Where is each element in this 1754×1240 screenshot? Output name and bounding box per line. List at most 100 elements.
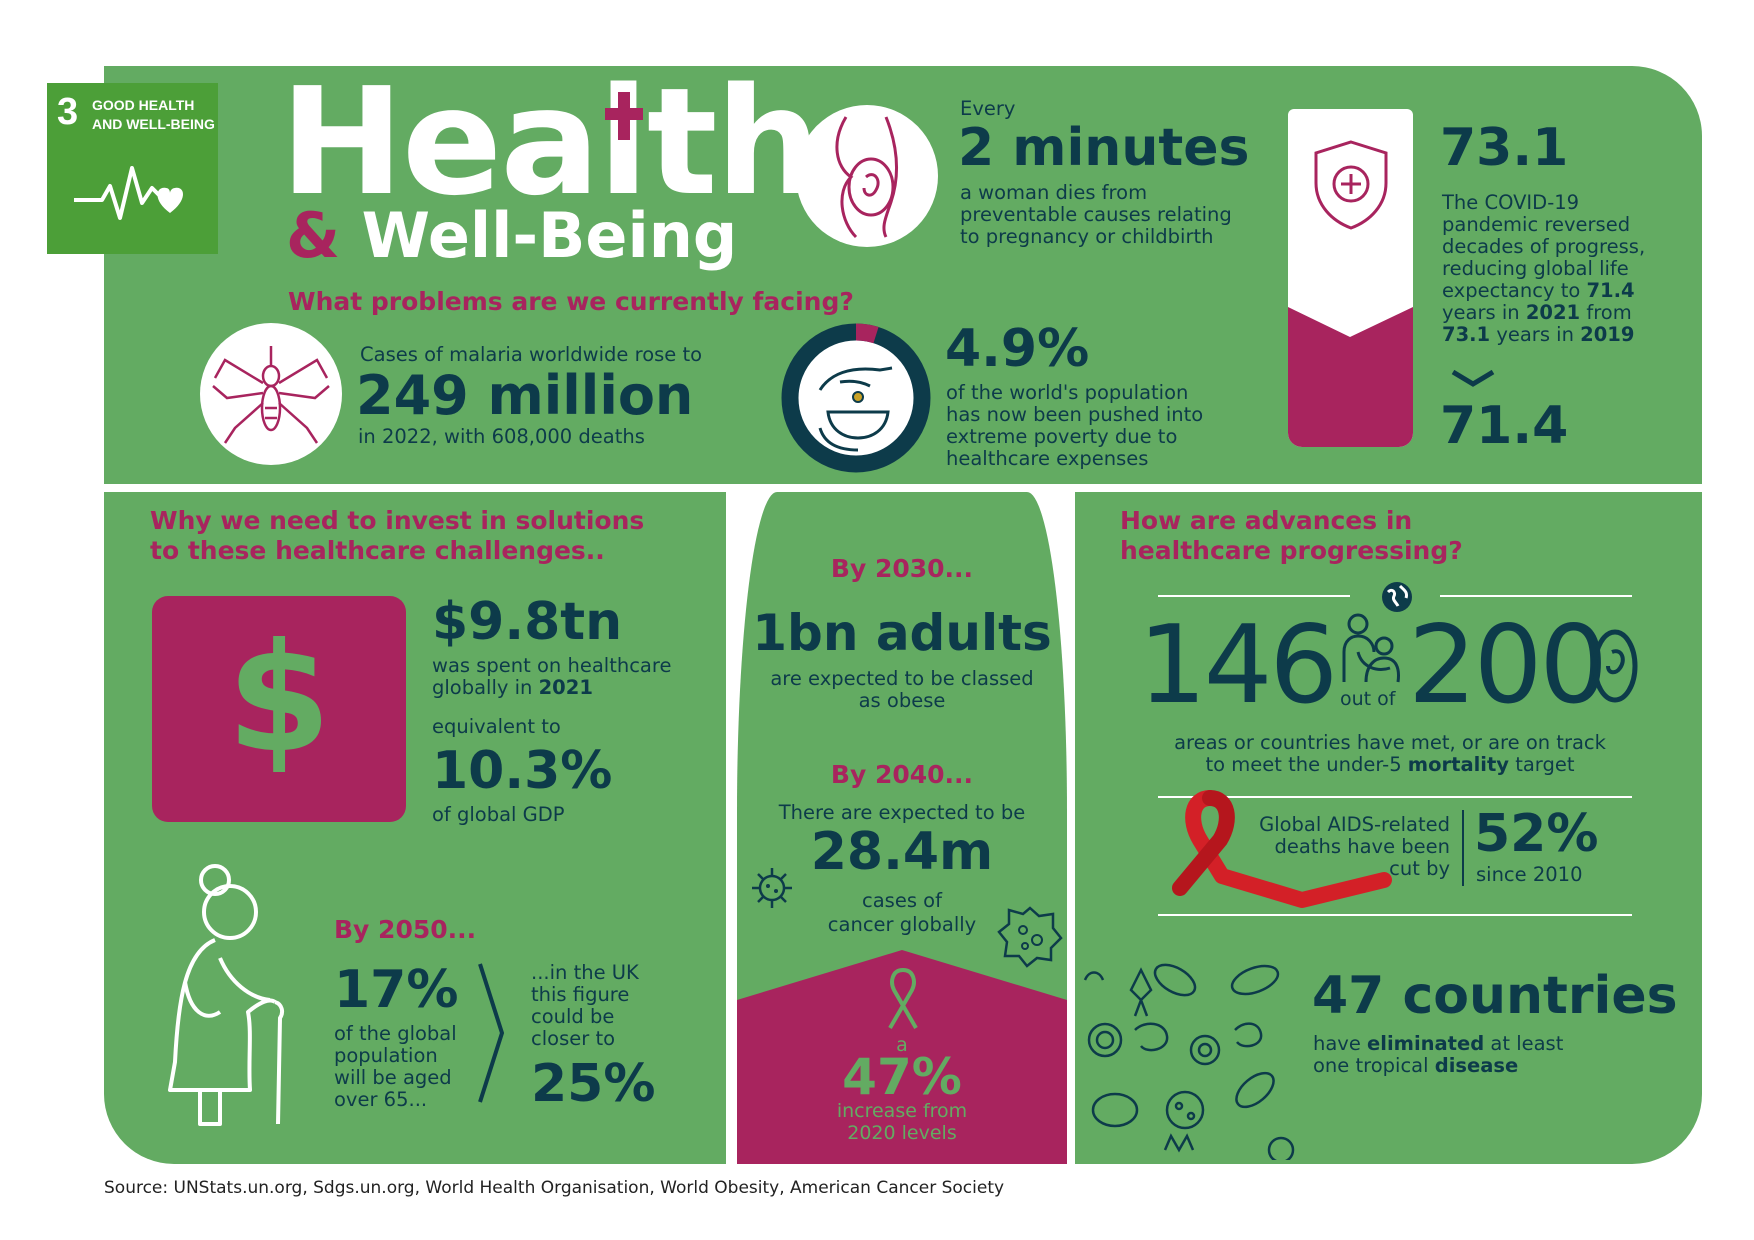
aging-line3: will be aged [334, 1066, 452, 1089]
increase-a: a [896, 1034, 908, 1056]
poverty-line4: healthcare expenses [946, 447, 1149, 470]
sdg-label-line2: AND WELL-BEING [92, 116, 215, 132]
gdp-of: of global GDP [432, 803, 565, 826]
bacteria-icon [1083, 963, 1295, 1160]
increase-line1: increase from [836, 1100, 968, 1122]
pregnancy-value: 2 minutes [958, 118, 1250, 178]
spent-equivalent: equivalent to [432, 715, 561, 738]
title-health: Health [280, 56, 821, 228]
aids-percent: 52% [1474, 804, 1599, 864]
pregnancy-line1: a woman dies from [960, 181, 1148, 204]
virus-icon-small [752, 868, 792, 908]
poverty-line1: of the world's population [946, 381, 1189, 404]
poverty-value: 4.9% [945, 319, 1090, 379]
pregnancy-line3: to pregnancy or childbirth [960, 225, 1214, 248]
cancer-line2: cancer globally [827, 913, 977, 936]
chevron-down-icon [1451, 369, 1495, 387]
life-text-1: The COVID-19 [1442, 191, 1580, 214]
life-text-2: pandemic reversed [1442, 213, 1631, 236]
life-text-5: expectancy to 71.4 [1442, 279, 1635, 302]
life-text-6: years in 2021 from [1442, 301, 1632, 324]
mortality-n2: 200 [1408, 603, 1608, 728]
countries-line2: one tropical disease [1313, 1054, 1519, 1077]
poverty-share-arc [855, 323, 879, 344]
mother-child-icon [1342, 613, 1400, 683]
malaria-line2: in 2022, with 608,000 deaths [358, 425, 645, 448]
life-expectancy-bar [1288, 109, 1413, 447]
aids-line2: deaths have been [1274, 835, 1450, 858]
aging-line2: population [334, 1044, 438, 1067]
aids-divider [1462, 810, 1464, 886]
aids-since: since 2010 [1476, 863, 1583, 886]
question-problems: What problems are we currently facing? [288, 287, 854, 316]
dollar-icon: $ [226, 612, 332, 786]
aging-percent: 17% [334, 960, 459, 1020]
by-2030: By 2030... [830, 554, 974, 583]
aids-line3: cut by [1389, 857, 1450, 880]
pregnancy-line2: preventable causes relating [960, 203, 1232, 226]
life-value-bottom: 71.4 [1440, 396, 1569, 456]
pregnant-woman-icon [835, 116, 898, 239]
question-invest-line1: Why we need to invest in solutions [150, 506, 645, 535]
life-text-7: 73.1 years in 2019 [1442, 323, 1635, 346]
by-2040: By 2040... [830, 760, 974, 789]
aids-line1: Global AIDS-related [1259, 813, 1450, 836]
fetus-icon [1592, 629, 1638, 703]
spent-line1: was spent on healthcare [432, 654, 672, 677]
gdp-percent: 10.3% [432, 741, 613, 801]
title-wellbeing-text: Well-Being [361, 199, 738, 272]
question-invest-line2: to these healthcare challenges.. [150, 536, 605, 565]
shield-plus-icon [1314, 140, 1388, 230]
obese-line2: as obese [858, 689, 946, 712]
title-wellbeing: & Well-Being [286, 205, 737, 267]
uk-line2: this figure [531, 983, 630, 1006]
life-text-3: decades of progress, [1442, 235, 1646, 258]
mosquito-icon [212, 346, 330, 444]
sdg-goal-badge: 3 GOOD HEALTH AND WELL-BEING [47, 83, 218, 254]
cancer-line1: cases of [862, 889, 942, 912]
middle-magenta-band [737, 950, 1067, 1164]
hand-coin-bowl-icon [818, 366, 893, 452]
mortality-line2: to meet the under-5 mortality target [1205, 753, 1575, 776]
sdg-number: 3 [57, 91, 79, 133]
poverty-line2: has now been pushed into [946, 403, 1204, 426]
life-bar-fill [1288, 307, 1413, 447]
medical-cross-icon [605, 92, 643, 140]
divider-1b [1440, 595, 1632, 597]
sdg-label-line1: GOOD HEALTH [92, 97, 195, 113]
uk-line4: closer to [531, 1027, 616, 1050]
divider-1a [1158, 595, 1350, 597]
divider-3 [1158, 914, 1632, 916]
mortality-n1: 146 [1138, 603, 1338, 728]
dollar-box: $ [152, 596, 406, 822]
chevron-right-icon [478, 963, 505, 1103]
aging-line4: over 65... [334, 1088, 428, 1111]
uk-percent: 25% [531, 1054, 656, 1114]
divider-2 [1158, 796, 1632, 798]
aging-line1: of the global [334, 1022, 457, 1045]
question-advances-line1: How are advances in [1120, 506, 1413, 535]
malaria-line1: Cases of malaria worldwide rose to [360, 343, 703, 366]
virus-icon-large [997, 906, 1063, 968]
cancer-line0: There are expected to be [778, 801, 1026, 824]
globe-icon [1382, 582, 1412, 612]
title-ampersand: & [286, 199, 341, 272]
life-value-top: 73.1 [1440, 118, 1569, 178]
uk-line3: could be [531, 1005, 615, 1028]
source-note: Source: UNStats.un.org, Sdgs.un.org, Wor… [104, 1178, 1005, 1198]
poverty-line3: extreme poverty due to [946, 425, 1178, 448]
increase-value: 47% [842, 1048, 962, 1106]
obese-line1: are expected to be classed [770, 667, 1034, 690]
spent-line2: globally in 2021 [432, 676, 593, 699]
increase-line2: 2020 levels [847, 1122, 957, 1144]
aids-ribbon-icon [1172, 790, 1392, 908]
spent-value: $9.8tn [432, 592, 623, 652]
heartbeat-heart-icon [74, 166, 184, 220]
mortality-line1: areas or countries have met, or are on t… [1174, 731, 1606, 754]
poverty-donut [781, 323, 931, 473]
life-text-4: reducing global life [1442, 257, 1629, 280]
obese-value: 1bn adults [752, 604, 1052, 662]
pregnancy-every: Every [960, 97, 1016, 120]
cancer-ribbon-icon [888, 968, 918, 1030]
cancer-value: 28.4m [810, 822, 994, 882]
